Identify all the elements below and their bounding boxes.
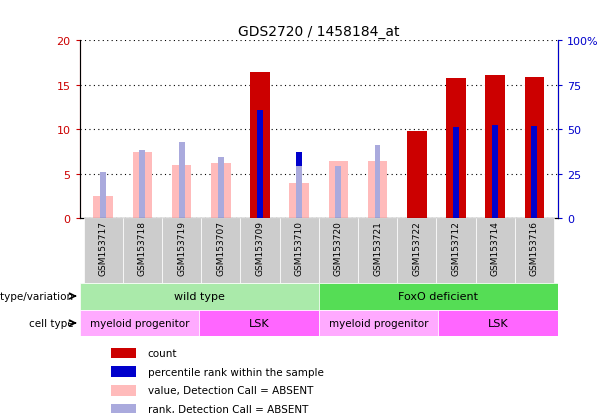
Bar <box>358 219 397 283</box>
Bar <box>397 219 436 283</box>
Text: GSM153710: GSM153710 <box>295 221 303 276</box>
Text: GSM153716: GSM153716 <box>530 221 539 276</box>
Bar <box>110 385 136 396</box>
Text: myeloid progenitor: myeloid progenitor <box>329 318 428 328</box>
Bar <box>101 173 106 219</box>
Bar <box>80 283 319 310</box>
Bar <box>296 152 302 219</box>
Text: GSM153717: GSM153717 <box>99 221 108 276</box>
Text: myeloid progenitor: myeloid progenitor <box>89 318 189 328</box>
Bar <box>93 197 113 219</box>
Bar <box>436 219 476 283</box>
Bar <box>319 219 358 283</box>
Bar <box>132 152 152 219</box>
Text: percentile rank within the sample: percentile rank within the sample <box>148 367 324 377</box>
Bar <box>438 310 558 337</box>
Text: GSM153714: GSM153714 <box>490 221 500 275</box>
Text: LSK: LSK <box>249 318 269 328</box>
Bar <box>201 219 240 283</box>
Bar <box>162 219 201 283</box>
Bar <box>250 72 270 219</box>
Text: FoxO deficient: FoxO deficient <box>398 291 478 301</box>
Bar <box>83 219 123 283</box>
Bar <box>257 111 263 219</box>
Text: GSM153719: GSM153719 <box>177 221 186 276</box>
Bar <box>110 348 136 358</box>
Text: GSM153721: GSM153721 <box>373 221 382 275</box>
Text: cell type: cell type <box>29 318 74 328</box>
Bar <box>80 310 199 337</box>
Bar <box>515 219 554 283</box>
Bar <box>211 164 230 219</box>
Bar <box>240 219 280 283</box>
Text: GSM153712: GSM153712 <box>451 221 460 275</box>
Bar <box>407 132 427 219</box>
Bar <box>123 219 162 283</box>
Text: GSM153720: GSM153720 <box>334 221 343 275</box>
Bar <box>319 283 558 310</box>
Bar <box>218 158 224 219</box>
Bar <box>525 78 544 219</box>
Text: GSM153718: GSM153718 <box>138 221 147 276</box>
Bar <box>178 142 185 219</box>
Bar <box>319 310 438 337</box>
Bar <box>172 166 191 219</box>
Bar <box>329 161 348 219</box>
Bar <box>476 219 515 283</box>
Text: LSK: LSK <box>488 318 508 328</box>
Bar <box>110 366 136 377</box>
Bar <box>289 183 309 219</box>
Bar <box>296 166 302 219</box>
Bar <box>110 404 136 413</box>
Text: GSM153707: GSM153707 <box>216 221 226 276</box>
Text: GSM153722: GSM153722 <box>412 221 421 275</box>
Bar <box>531 126 537 219</box>
Bar <box>375 146 381 219</box>
Text: value, Detection Call = ABSENT: value, Detection Call = ABSENT <box>148 385 313 395</box>
Bar <box>199 310 319 337</box>
Text: GSM153709: GSM153709 <box>256 221 264 276</box>
Bar <box>140 150 145 219</box>
Bar <box>335 166 341 219</box>
Bar <box>446 78 466 219</box>
Text: wild type: wild type <box>174 291 224 301</box>
Title: GDS2720 / 1458184_at: GDS2720 / 1458184_at <box>238 25 400 39</box>
Bar <box>492 126 498 219</box>
Text: count: count <box>148 348 177 358</box>
Bar <box>485 76 505 219</box>
Text: rank, Detection Call = ABSENT: rank, Detection Call = ABSENT <box>148 404 308 413</box>
Text: genotype/variation: genotype/variation <box>0 291 74 301</box>
Bar <box>368 161 387 219</box>
Bar <box>280 219 319 283</box>
Bar <box>453 128 459 219</box>
